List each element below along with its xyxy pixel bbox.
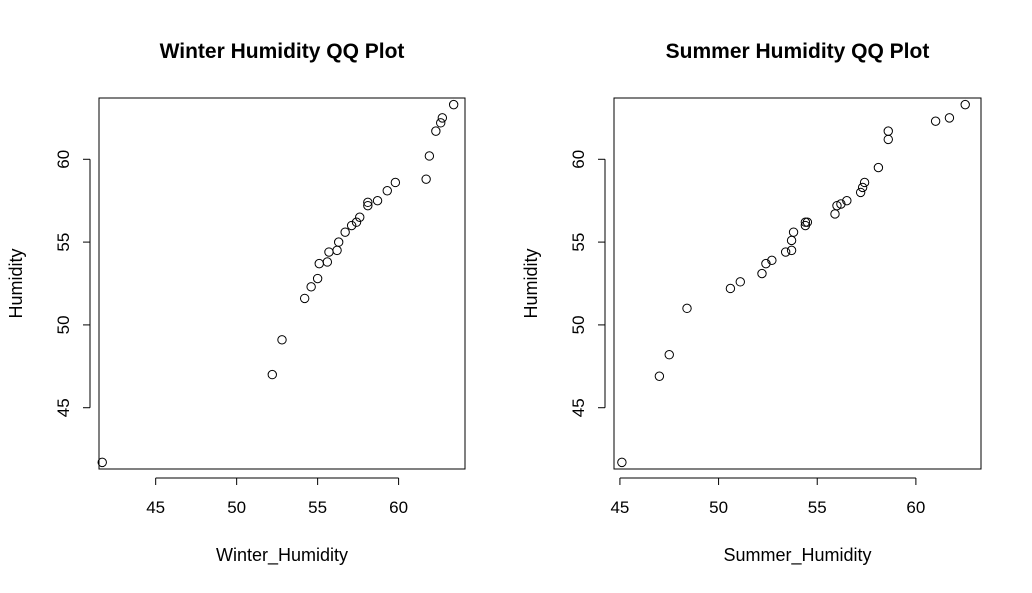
winter-plot-frame xyxy=(98,97,466,470)
winter-y-axis-label: Humidity xyxy=(6,248,26,318)
winter-y-tick-label: 45 xyxy=(54,398,73,417)
summer-data-point xyxy=(802,217,813,227)
winter-data-point xyxy=(382,186,392,196)
summer-data-point xyxy=(836,199,846,209)
summer-data-point xyxy=(617,457,627,468)
winter-data-point xyxy=(390,177,401,188)
winter-data-point xyxy=(363,197,373,208)
winter-data-point xyxy=(97,457,107,468)
winter-data-point xyxy=(324,247,334,257)
winter-chart-title: Winter Humidity QQ Plot xyxy=(160,40,405,63)
summer-data-point xyxy=(830,209,840,219)
summer-x-tick-label: 45 xyxy=(610,498,629,517)
summer-y-axis-label: Humidity xyxy=(521,248,541,318)
winter-x-tick-label: 50 xyxy=(227,498,246,517)
winter-data-point xyxy=(437,113,448,123)
winter-data-point xyxy=(277,335,287,345)
summer-data-point xyxy=(930,116,941,126)
winter-data-point xyxy=(436,118,446,128)
summer-data-point xyxy=(859,177,870,188)
winter-x-tick-label: 55 xyxy=(308,498,327,517)
summer-data-point xyxy=(654,371,665,381)
summer-data-point xyxy=(761,258,771,269)
winter-x-tick-label: 60 xyxy=(389,498,408,517)
summer-data-point xyxy=(855,187,866,198)
summer-y-tick-label: 55 xyxy=(569,233,588,252)
winter-y-tick-label: 60 xyxy=(54,150,73,169)
winter-x-axis-label: Winter_Humidity xyxy=(216,545,348,566)
winter-data-point xyxy=(351,217,362,227)
winter-data-point xyxy=(424,151,435,161)
summer-data-point xyxy=(735,277,745,287)
winter-data-point xyxy=(322,257,333,267)
winter-data-point xyxy=(363,200,373,211)
summer-data-point xyxy=(725,283,736,294)
winter-data-point xyxy=(421,174,431,184)
summer-y-tick-label: 45 xyxy=(569,398,588,417)
summer-data-point xyxy=(788,227,799,237)
winter-data-point xyxy=(299,293,310,304)
summer-data-point xyxy=(960,99,970,110)
winter-y-tick-label: 55 xyxy=(54,233,73,252)
summer-y-tick-label: 60 xyxy=(569,150,588,169)
summer-data-point xyxy=(767,255,777,266)
winter-data-point xyxy=(314,258,324,269)
summer-data-point xyxy=(786,245,797,256)
summer-x-axis-label: Summer_Humidity xyxy=(723,545,871,566)
summer-data-point xyxy=(780,247,791,257)
summer-data-point xyxy=(873,162,884,173)
winter-data-point xyxy=(346,220,357,231)
winter-qq-panel: Winter Humidity QQ Plot 45 50 55 60 45 50 55 60 W… xyxy=(6,40,466,566)
summer-data-point xyxy=(944,113,955,123)
winter-data-point xyxy=(306,282,316,292)
summer-chart-title: Summer Humidity QQ Plot xyxy=(666,40,930,63)
winter-data-point xyxy=(333,237,344,247)
winter-x-tick-label: 45 xyxy=(146,498,165,517)
summer-y-tick-label: 50 xyxy=(569,315,588,334)
winter-data-point xyxy=(340,227,350,237)
winter-y-tick-label: 50 xyxy=(54,315,73,334)
summer-data-point xyxy=(786,235,797,246)
winter-data-point xyxy=(448,99,459,110)
summer-data-point xyxy=(664,350,674,360)
winter-data-point xyxy=(355,212,365,222)
summer-x-tick-label: 55 xyxy=(808,498,827,517)
summer-data-point xyxy=(883,126,893,136)
summer-x-tick-label: 50 xyxy=(709,498,728,517)
summer-data-point xyxy=(682,303,692,314)
winter-data-point xyxy=(431,126,441,136)
summer-data-point xyxy=(757,268,767,279)
winter-data-point xyxy=(312,273,323,284)
winter-data-point xyxy=(267,369,277,380)
summer-x-tick-label: 60 xyxy=(906,498,925,517)
summer-plot-frame xyxy=(613,97,982,470)
summer-data-point xyxy=(857,182,868,193)
winter-data-point xyxy=(372,195,383,206)
summer-data-point xyxy=(842,195,852,206)
winter-data-point xyxy=(332,245,342,256)
summer-data-point xyxy=(883,134,893,145)
summer-qq-panel: Summer Humidity QQ Plot 45 50 55 60 45 50 55 60 S… xyxy=(521,40,982,566)
